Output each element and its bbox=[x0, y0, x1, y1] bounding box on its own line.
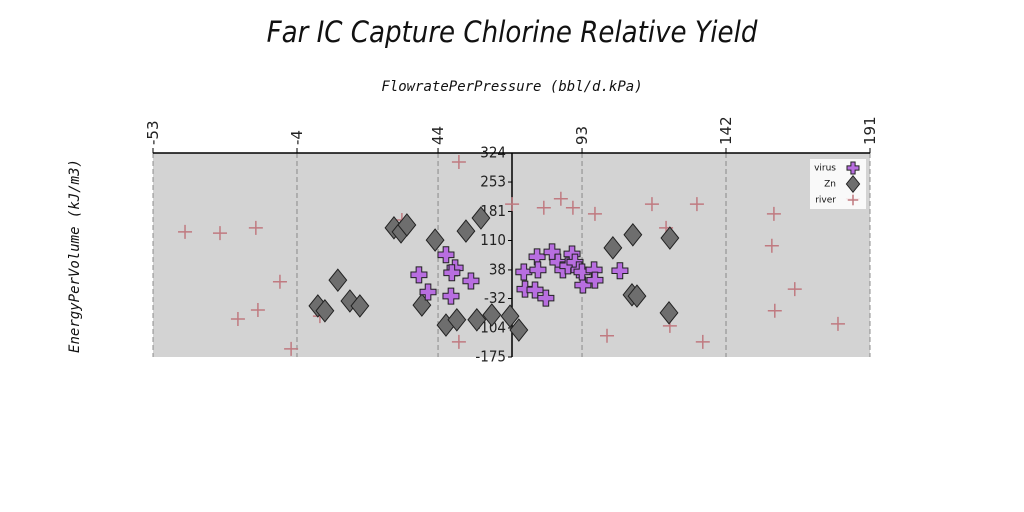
point bbox=[456, 219, 476, 243]
x-tick-label: -53 bbox=[144, 121, 162, 146]
chart-title: Far IC Capture Chlorine Relative Yield bbox=[267, 15, 758, 49]
point bbox=[830, 316, 845, 331]
point bbox=[284, 341, 299, 356]
point bbox=[410, 266, 428, 284]
point bbox=[565, 200, 580, 215]
point bbox=[611, 262, 629, 280]
y-tick-label: 253 bbox=[480, 173, 506, 191]
point bbox=[574, 276, 592, 294]
point bbox=[500, 304, 520, 328]
x-tick-label: 142 bbox=[717, 116, 735, 145]
point bbox=[529, 261, 547, 279]
legend-marker bbox=[846, 161, 860, 175]
point bbox=[482, 303, 502, 327]
point bbox=[603, 236, 623, 260]
point bbox=[587, 206, 602, 221]
point bbox=[230, 311, 245, 326]
point bbox=[516, 280, 534, 298]
point bbox=[425, 228, 445, 252]
point bbox=[462, 272, 480, 290]
point bbox=[212, 226, 227, 241]
point bbox=[537, 289, 555, 307]
y-tick-label: 38 bbox=[489, 260, 506, 278]
y-axis-label: EnergyPerVolume (kJ/m3) bbox=[67, 159, 83, 353]
point bbox=[509, 318, 529, 342]
x-tick-label: 44 bbox=[429, 126, 447, 145]
point bbox=[644, 197, 659, 212]
legend-marker bbox=[845, 174, 861, 194]
point bbox=[412, 293, 432, 317]
point bbox=[443, 264, 461, 282]
point bbox=[767, 303, 782, 318]
point bbox=[315, 299, 335, 323]
point bbox=[178, 224, 193, 239]
point bbox=[695, 334, 710, 349]
point bbox=[623, 222, 643, 247]
point bbox=[397, 213, 417, 237]
legend-marker bbox=[847, 194, 859, 206]
point bbox=[505, 197, 520, 212]
point bbox=[766, 206, 781, 221]
point bbox=[659, 301, 679, 325]
point bbox=[627, 284, 647, 308]
point bbox=[451, 154, 466, 169]
point bbox=[600, 328, 615, 343]
point bbox=[442, 287, 460, 305]
point bbox=[447, 307, 467, 332]
point bbox=[586, 271, 604, 289]
point bbox=[573, 263, 591, 281]
point bbox=[272, 274, 287, 289]
x-tick-label: 93 bbox=[573, 126, 591, 145]
point bbox=[437, 246, 455, 264]
point bbox=[467, 307, 487, 332]
point bbox=[471, 206, 491, 230]
point bbox=[419, 283, 437, 301]
point bbox=[250, 302, 265, 317]
point bbox=[764, 238, 779, 253]
point bbox=[536, 200, 551, 215]
point bbox=[248, 220, 263, 235]
point bbox=[350, 294, 370, 318]
point bbox=[328, 268, 348, 292]
x-tick-label: 191 bbox=[861, 116, 879, 145]
legend-label: river bbox=[815, 196, 836, 206]
legend-label: Zn bbox=[824, 180, 836, 190]
x-tick-label: -4 bbox=[288, 130, 306, 145]
x-axis-label: FlowratePerPressure (bbl/d.kPa) bbox=[381, 79, 642, 95]
point bbox=[451, 334, 466, 349]
point bbox=[787, 282, 802, 297]
legend-label: virus bbox=[814, 164, 836, 174]
y-tick-label: -175 bbox=[475, 348, 506, 366]
y-tick-label: -32 bbox=[484, 289, 506, 307]
point bbox=[660, 226, 680, 250]
point bbox=[553, 191, 568, 206]
y-tick-label: 110 bbox=[480, 231, 506, 249]
point bbox=[515, 263, 533, 281]
point bbox=[689, 197, 704, 212]
